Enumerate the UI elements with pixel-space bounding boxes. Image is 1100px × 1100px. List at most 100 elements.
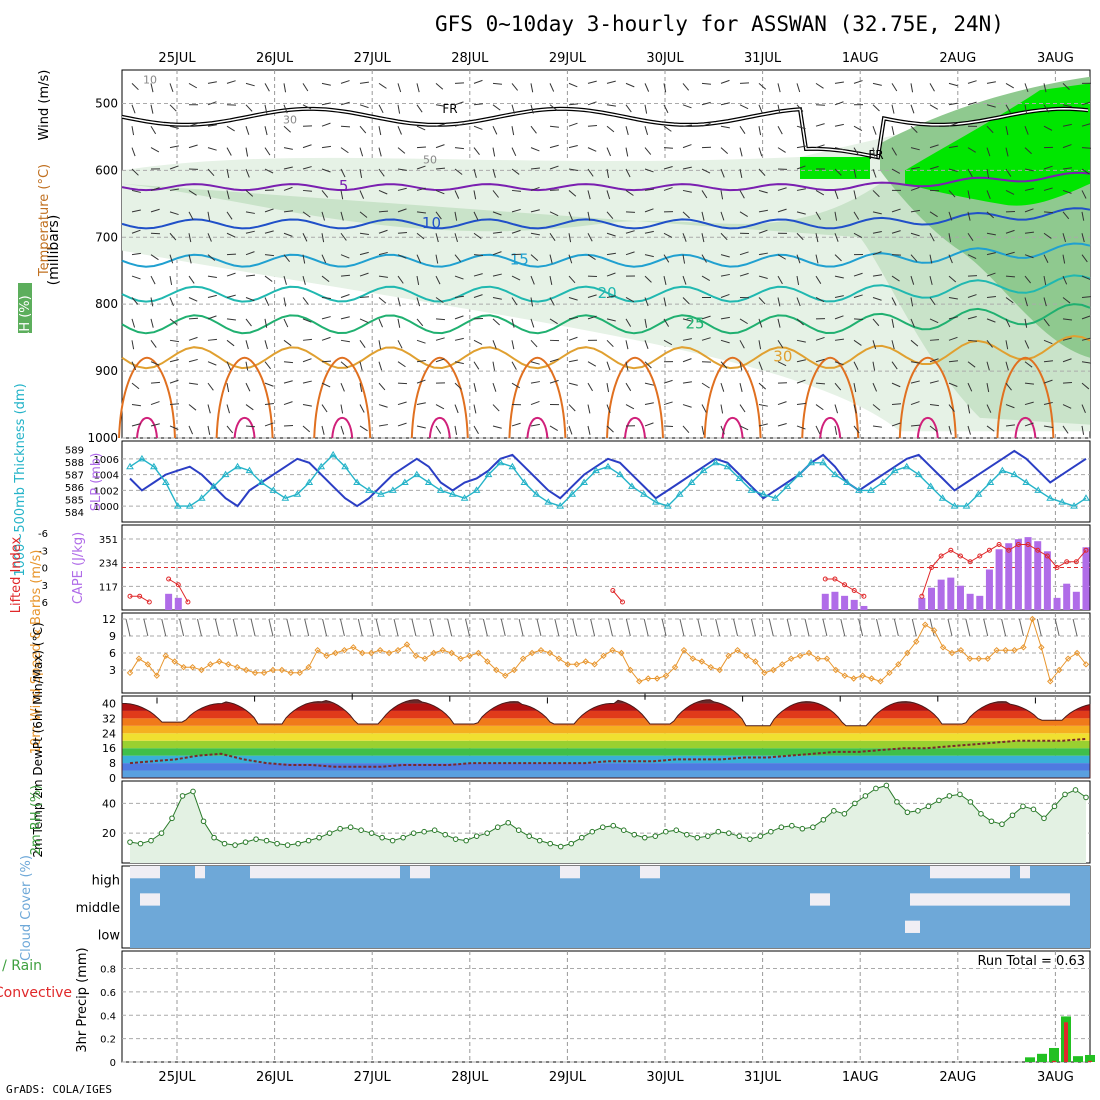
- wind-speed-point: [546, 649, 554, 657]
- panel-frame-slp: [121, 440, 1091, 523]
- wind-barb: [644, 147, 652, 155]
- wind-barb: [492, 82, 503, 85]
- thickness-series-line: [129, 453, 1087, 507]
- wind-barb: [720, 232, 728, 241]
- wind-barb: [891, 297, 897, 306]
- wind-barb: [454, 295, 464, 298]
- wind-barb: [454, 147, 464, 150]
- cape-bar: [995, 549, 1003, 610]
- wind-barb: [264, 147, 271, 156]
- temp-tick-label: 24: [102, 727, 116, 740]
- wind-barb: [161, 618, 167, 637]
- li-point: [185, 599, 191, 605]
- cape-bar: [174, 597, 182, 610]
- wind-barb: [492, 147, 496, 157]
- wind-barb: [822, 618, 828, 637]
- li-point: [175, 582, 181, 588]
- wind-speed-point: [260, 669, 268, 677]
- wind-barb: [397, 83, 402, 93]
- wind-barb: [967, 80, 977, 84]
- wind-barb: [739, 125, 746, 134]
- wind-barb: [777, 275, 783, 285]
- wind-barb: [549, 297, 555, 306]
- wind-speed-point: [662, 672, 670, 679]
- wind-barb: [340, 404, 344, 414]
- wind-barb: [758, 361, 763, 371]
- wind-barb: [834, 295, 844, 298]
- wind-barb: [264, 254, 275, 257]
- isotherm-hottest-loop: [1014, 417, 1037, 439]
- wind-barb: [872, 297, 882, 301]
- thickness-point: [592, 466, 600, 474]
- wind-barb: [150, 147, 160, 153]
- wind-barb: [967, 361, 976, 368]
- wind-barb: [226, 80, 236, 84]
- wind-barb: [169, 232, 177, 241]
- wind-barb: [378, 424, 388, 427]
- wind-barb: [777, 83, 781, 93]
- cloud-row-label: low: [98, 928, 121, 943]
- wind-barb: [758, 318, 763, 328]
- wind-speed-point: [171, 658, 178, 665]
- rh-point: [641, 834, 648, 841]
- date-label-bottom: 30JUL: [646, 1070, 684, 1085]
- isotherm-label: 10: [422, 214, 441, 232]
- temp-tick-label: 16: [102, 742, 116, 755]
- li-point: [842, 582, 848, 588]
- wind-barb: [378, 82, 387, 89]
- wind-speed-point: [966, 655, 974, 662]
- wind-barb: [834, 168, 842, 176]
- thickness-point: [1010, 470, 1019, 478]
- pressure-tick-label: 900: [95, 364, 118, 378]
- wind-barb: [929, 211, 938, 218]
- thickness-point: [532, 490, 541, 497]
- wind-barb: [872, 147, 876, 157]
- cape-bar: [860, 605, 868, 610]
- wind-barb: [948, 168, 958, 173]
- wind-barb: [397, 422, 407, 427]
- wind-barb: [682, 189, 692, 193]
- wind-barb: [226, 404, 230, 414]
- isotherm-hottest-loop: [233, 417, 256, 439]
- wind-barb: [606, 339, 614, 348]
- date-label-bottom: 2AUG: [939, 1070, 976, 1085]
- date-label-top: 28JUL: [451, 51, 489, 66]
- wind-barb: [796, 339, 806, 343]
- wind-barb: [701, 425, 705, 435]
- isotherm-hot-loop: [898, 356, 957, 439]
- wind-barb: [232, 618, 238, 637]
- rh-point: [200, 818, 207, 825]
- wind-barb: [245, 190, 254, 197]
- wind-barb: [929, 297, 936, 306]
- wind-barb: [397, 401, 407, 406]
- wind-barb: [1018, 618, 1024, 637]
- wind-barb: [196, 618, 202, 637]
- wind-barb: [720, 316, 730, 320]
- rh-shade-70: [905, 83, 1090, 206]
- rh-point: [232, 842, 238, 848]
- wind-barb: [948, 233, 952, 243]
- wind-barb: [739, 404, 746, 413]
- wind-barb: [1024, 361, 1033, 368]
- li-tick-label: 3: [42, 581, 48, 592]
- wind-barb: [663, 166, 673, 170]
- wind-barb: [1005, 382, 1012, 391]
- wind-barb: [304, 618, 310, 637]
- wind-barb: [378, 275, 388, 278]
- wind-speed-point: [403, 641, 411, 648]
- cloud-gap: [195, 866, 205, 879]
- wind-speed-point: [627, 666, 634, 674]
- rh-point: [936, 797, 942, 804]
- wind-barb: [283, 125, 291, 133]
- wind-barb: [663, 232, 673, 238]
- wind-barb: [948, 360, 959, 363]
- slp-series-line: [129, 449, 1087, 508]
- wind-barb: [834, 123, 844, 127]
- wind-barb: [663, 83, 667, 93]
- wind-barb: [321, 296, 331, 300]
- wind-barb: [777, 423, 787, 427]
- wind-barb: [872, 82, 882, 86]
- wind-speed-point: [466, 652, 473, 660]
- wind-barb: [264, 297, 270, 306]
- wind-barb: [340, 211, 344, 221]
